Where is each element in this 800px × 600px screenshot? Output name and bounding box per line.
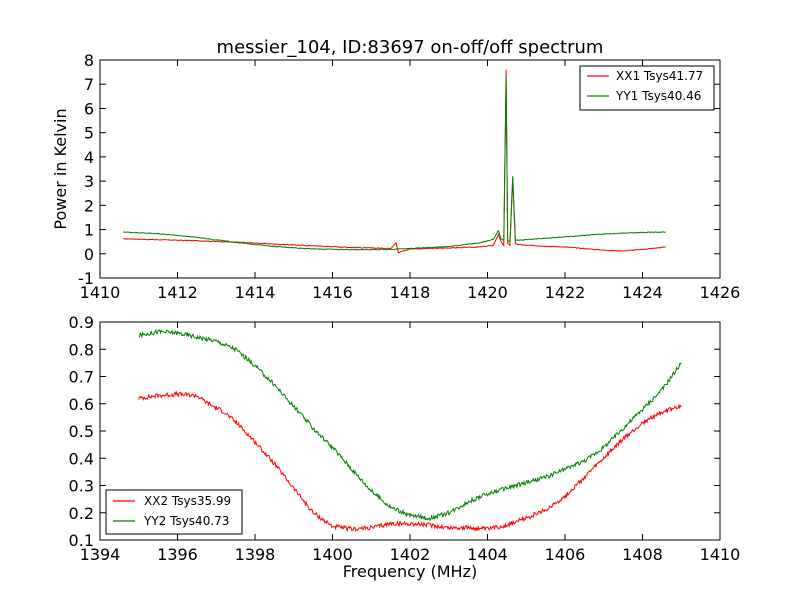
- bottom-y-tick-label: 0.4: [69, 449, 94, 468]
- top-y-tick-label: 0: [84, 245, 94, 264]
- bottom-legend: XX2 Tsys35.99 YY2 Tsys40.73: [105, 489, 243, 535]
- top-chart-title: messier_104, ID:83697 on-off/off spectru…: [217, 37, 604, 58]
- bottom-x-tick-label: 1402: [390, 545, 431, 564]
- bottom-x-tick-label: 1410: [700, 545, 741, 564]
- bottom-y-tick-label: 0.6: [69, 395, 94, 414]
- top-series-group: [122, 69, 666, 254]
- top-y-tick-label: 7: [84, 75, 94, 94]
- bottom-x-tick-label: 1398: [235, 545, 276, 564]
- top-x-tick-label: 1416: [312, 283, 353, 302]
- bottom-y-tick-label: 0.2: [69, 504, 94, 523]
- bottom-y-tick-label: 0.8: [69, 340, 94, 359]
- top-x-tick-label: 1410: [80, 283, 121, 302]
- top-y-tick-label: 2: [84, 196, 94, 215]
- bottom-y-tick-label: 0.9: [69, 313, 94, 332]
- top-y-tick-label: 6: [84, 99, 94, 118]
- bottom-y-tick-label: 0.5: [69, 422, 94, 441]
- bottom-x-tick-label: 1396: [157, 545, 198, 564]
- top-y-tick-label: -1: [78, 269, 94, 288]
- top-y-tick-label: 8: [84, 51, 94, 70]
- top-legend-box: [579, 65, 715, 111]
- top-x-tick-label: 1422: [545, 283, 586, 302]
- top-x-tick-label: 1424: [622, 283, 663, 302]
- bottom-x-axis-label: Frequency (MHz): [343, 562, 477, 581]
- top-x-tick-label: 1412: [157, 283, 198, 302]
- top-y-tick-label: 5: [84, 124, 94, 143]
- top-x-tick-label: 1420: [467, 283, 508, 302]
- bottom-x-tick-label: 1406: [545, 545, 586, 564]
- bottom-y-tick-label: 0.1: [69, 531, 94, 550]
- top-x-tick-label: 1414: [235, 283, 276, 302]
- top-spectrum-panel: messier_104, ID:83697 on-off/off spectru…: [51, 37, 740, 302]
- top-series-line-1: [123, 69, 666, 254]
- bottom-series-group: [138, 329, 682, 533]
- top-y-tick-label: 3: [84, 172, 94, 191]
- bottom-spectrum-panel: 1394 1396 1398 1400 1402 1404 1406 1408 1410 0.1 0…: [69, 313, 741, 581]
- top-y-tick-label: 4: [84, 148, 94, 167]
- bottom-x-tick-label: 1408: [622, 545, 663, 564]
- bottom-legend-label-yy2: YY2 Tsys40.73: [143, 514, 229, 528]
- top-legend-label-xx1: XX1 Tsys41.77: [616, 69, 703, 83]
- bottom-y-tick-label: 0.7: [69, 368, 94, 387]
- top-x-tick-label: 1426: [700, 283, 741, 302]
- bottom-series-line-1: [138, 390, 682, 533]
- bottom-x-tick-label: 1394: [80, 545, 121, 564]
- top-y-axis-label: Power in Kelvin: [51, 108, 70, 229]
- bottom-legend-label-xx2: XX2 Tsys35.99: [144, 494, 231, 508]
- top-series-line-2: [122, 76, 666, 251]
- bottom-series-line-2: [138, 329, 682, 522]
- top-axis-ticks: 1410 1412 1414 1416 1418 1420 1422 1424 1426-101…: [78, 51, 740, 302]
- bottom-x-tick-label: 1404: [467, 545, 508, 564]
- top-y-tick-label: 1: [84, 221, 94, 240]
- top-legend-label-yy1: YY1 Tsys40.46: [615, 89, 701, 103]
- bottom-axis-ticks: 1394 1396 1398 1400 1402 1404 1406 1408 1410 0.1 0…: [69, 313, 741, 564]
- bottom-x-tick-label: 1400: [312, 545, 353, 564]
- top-legend: XX1 Tsys41.77 YY1 Tsys40.46: [579, 65, 715, 111]
- top-x-tick-label: 1418: [390, 283, 431, 302]
- bottom-y-tick-label: 0.3: [69, 477, 94, 496]
- bottom-legend-box: [105, 489, 243, 535]
